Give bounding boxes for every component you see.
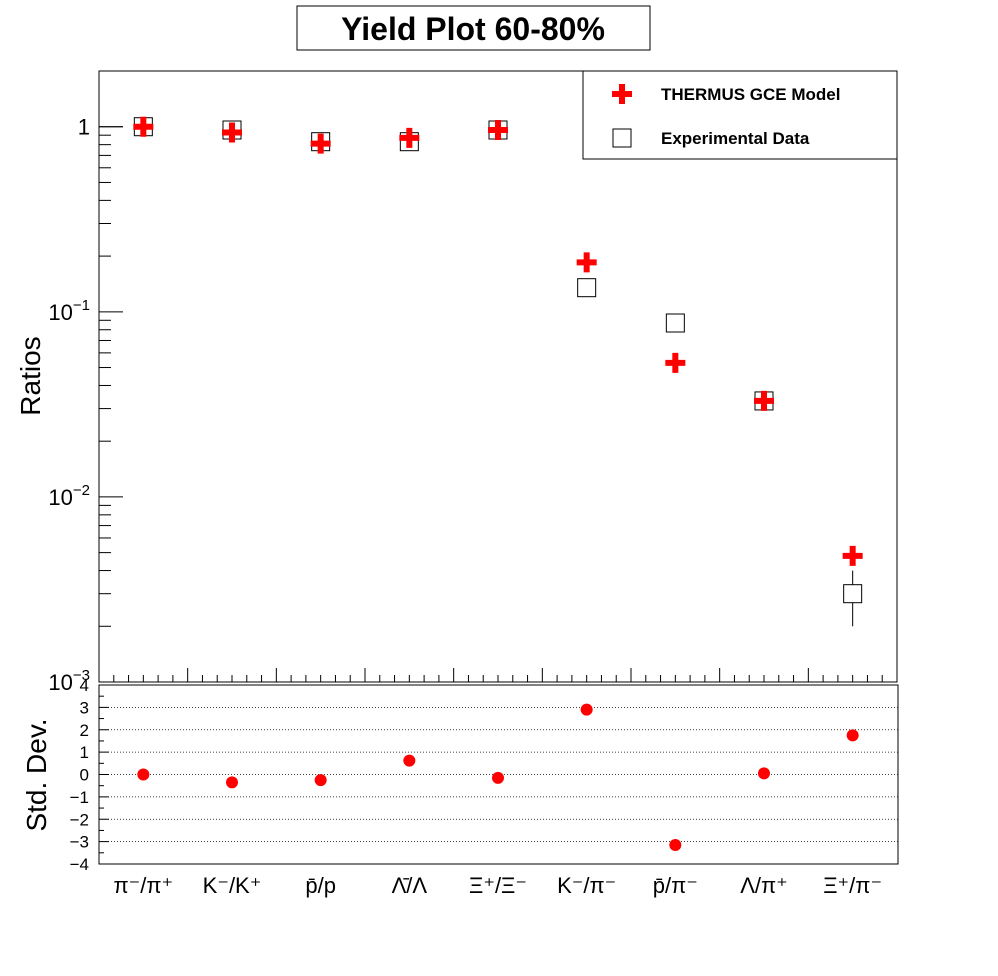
category-label: K⁻/K⁺ bbox=[203, 873, 262, 898]
legend-frame bbox=[582, 70, 898, 160]
top-y-axis-label: Ratios bbox=[15, 336, 46, 415]
error-bars bbox=[142, 122, 854, 627]
std-dev-point bbox=[669, 838, 682, 851]
category-label: K⁻/π⁻ bbox=[557, 873, 616, 898]
y-tick-label: −2 bbox=[70, 810, 89, 829]
std-dev-point bbox=[758, 767, 770, 780]
top-x-ticks bbox=[98, 668, 898, 682]
model-point bbox=[222, 122, 242, 143]
y-tick-label: 1 bbox=[78, 115, 90, 140]
std-dev-markers bbox=[137, 703, 859, 851]
y-tick-label: 10−2 bbox=[48, 482, 90, 510]
y-tick-label: 10−1 bbox=[48, 297, 90, 325]
top-panel: 1 10−1 10−2 10−3 bbox=[48, 70, 898, 695]
y-tick-label: 2 bbox=[80, 721, 89, 740]
model-point bbox=[310, 133, 331, 154]
std-dev-point bbox=[580, 703, 593, 716]
bottom-panel: −4 −3 −2 −1 0 1 2 3 4 π⁻/π⁺ K⁻/K⁺ p̄/p Λ̄/Λ Ξ⁺/Ξ⁻ K⁻/… bbox=[70, 676, 899, 898]
data-point bbox=[665, 313, 685, 333]
y-tick-label: 1 bbox=[80, 743, 89, 762]
top-y-ticks bbox=[99, 70, 123, 683]
y-tick-label: 0 bbox=[80, 766, 89, 785]
y-tick-label: 4 bbox=[80, 676, 89, 695]
bottom-y-axis-label: Std. Dev. bbox=[21, 718, 52, 831]
data-point bbox=[843, 584, 863, 604]
y-tick-label: −4 bbox=[70, 855, 89, 874]
std-dev-point bbox=[403, 754, 416, 767]
category-label: Λ̄/Λ bbox=[392, 873, 428, 898]
category-label: Ξ⁺/Ξ⁻ bbox=[469, 873, 527, 898]
legend-data-marker bbox=[612, 128, 632, 148]
experimental-data-markers bbox=[133, 117, 863, 604]
legend-model-marker bbox=[612, 84, 632, 104]
model-point bbox=[665, 352, 686, 373]
category-label: p̄/π⁻ bbox=[653, 873, 698, 898]
bottom-y-ticks bbox=[99, 684, 109, 865]
category-label: π⁻/π⁺ bbox=[113, 873, 173, 898]
std-dev-point bbox=[846, 729, 859, 742]
legend-data-label: Experimental Data bbox=[661, 129, 810, 148]
title-box: Yield Plot 60-80% bbox=[296, 5, 651, 51]
bottom-y-tick-labels: −4 −3 −2 −1 0 1 2 3 4 bbox=[70, 676, 89, 874]
y-tick-label: 3 bbox=[80, 698, 89, 717]
category-label: Λ/π⁺ bbox=[740, 873, 788, 898]
model-point bbox=[842, 545, 863, 566]
std-dev-point bbox=[226, 776, 238, 789]
category-label: Ξ⁺/π⁻ bbox=[823, 873, 882, 898]
legend: THERMUS GCE Model Experimental Data bbox=[582, 70, 898, 160]
chart-title: Yield Plot 60-80% bbox=[341, 11, 605, 47]
category-label: p̄/p bbox=[305, 873, 336, 898]
legend-model-label: THERMUS GCE Model bbox=[661, 85, 840, 104]
category-labels: π⁻/π⁺ K⁻/K⁺ p̄/p Λ̄/Λ Ξ⁺/Ξ⁻ K⁻/π⁻ p̄/π⁻ Λ/π⁺ Ξ⁺/… bbox=[113, 873, 882, 898]
model-markers bbox=[133, 116, 863, 566]
top-plot-frame bbox=[98, 70, 898, 683]
model-point bbox=[754, 390, 774, 411]
std-dev-point bbox=[314, 774, 327, 787]
std-dev-point bbox=[137, 768, 150, 781]
data-point bbox=[577, 278, 597, 298]
y-tick-label: −3 bbox=[70, 833, 89, 852]
model-point bbox=[133, 116, 154, 137]
y-tick-label: −1 bbox=[70, 788, 89, 807]
std-dev-point bbox=[492, 771, 504, 784]
model-point bbox=[399, 127, 420, 148]
y-tick-label: 10−3 bbox=[48, 667, 90, 695]
top-y-tick-labels: 1 10−1 10−2 10−3 bbox=[48, 115, 90, 695]
model-point bbox=[488, 120, 508, 141]
model-point bbox=[576, 252, 597, 273]
